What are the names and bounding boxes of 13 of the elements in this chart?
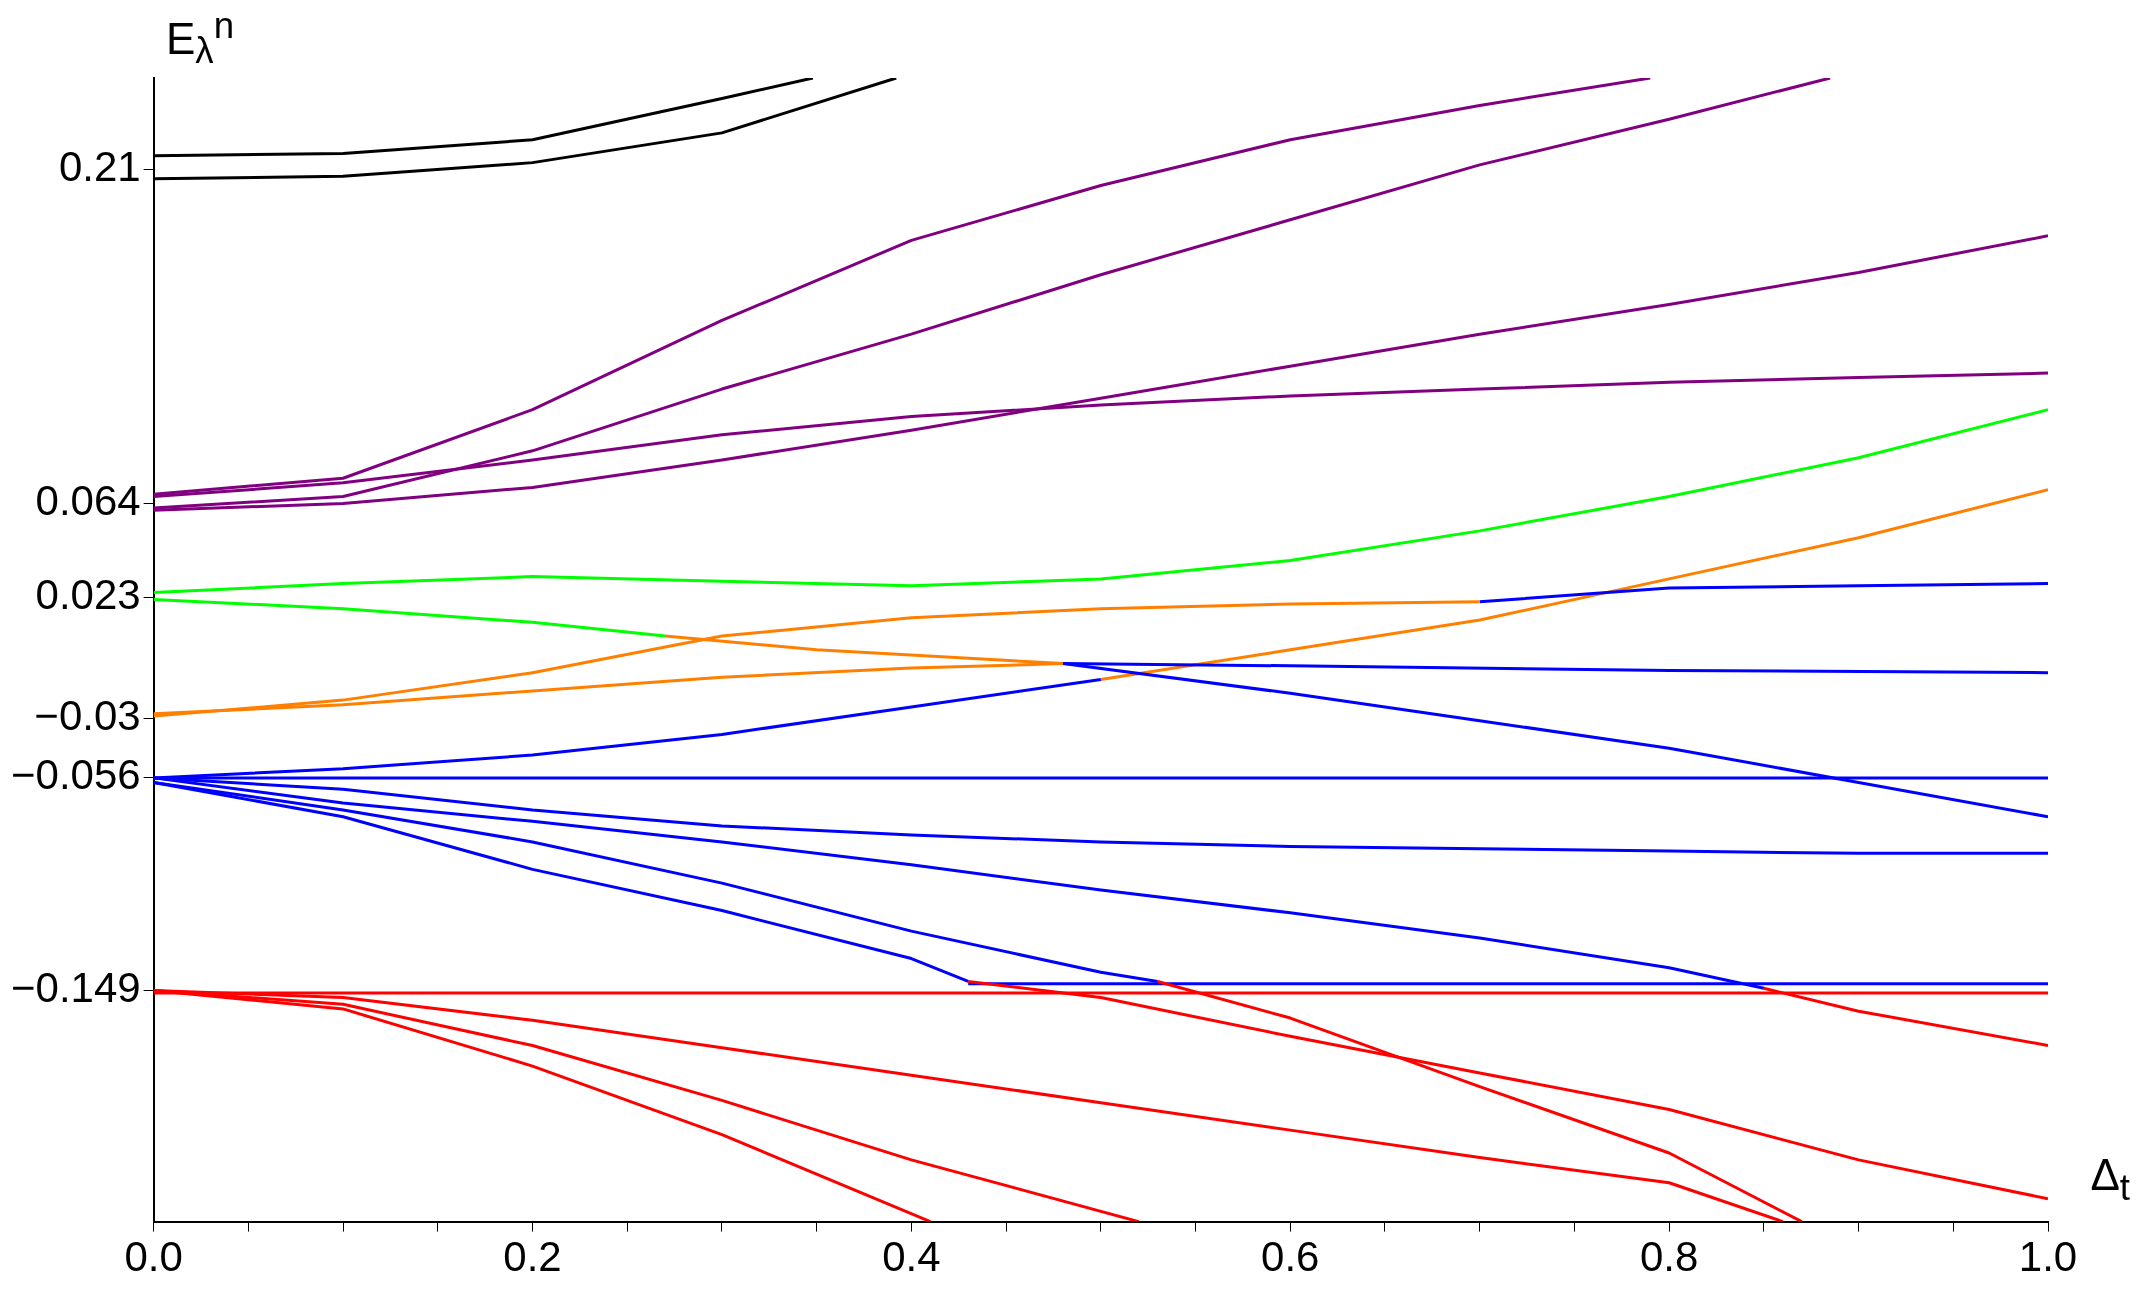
y-tick-label: 0.064 [35, 477, 141, 524]
x-tick-label: 0.0 [124, 1233, 183, 1281]
y-tick-label: −0.03 [34, 691, 141, 739]
y-tick-label: −0.056 [10, 751, 141, 799]
x-tick-label: 0.2 [503, 1233, 562, 1281]
x-tick-label: 0.6 [1261, 1233, 1320, 1281]
y-tick-label: 0.023 [35, 570, 141, 618]
x-axis-title: Δ$_{t}$ [2090, 1149, 2130, 1208]
x-tick-label: 0.8 [1639, 1233, 1699, 1281]
y-tick-label: 0.21 [58, 143, 141, 191]
x-tick-label: 0.4 [882, 1233, 941, 1281]
x-tick-label: 1.0 [2018, 1233, 2078, 1281]
y-tick-label: −0.149 [10, 964, 141, 1012]
